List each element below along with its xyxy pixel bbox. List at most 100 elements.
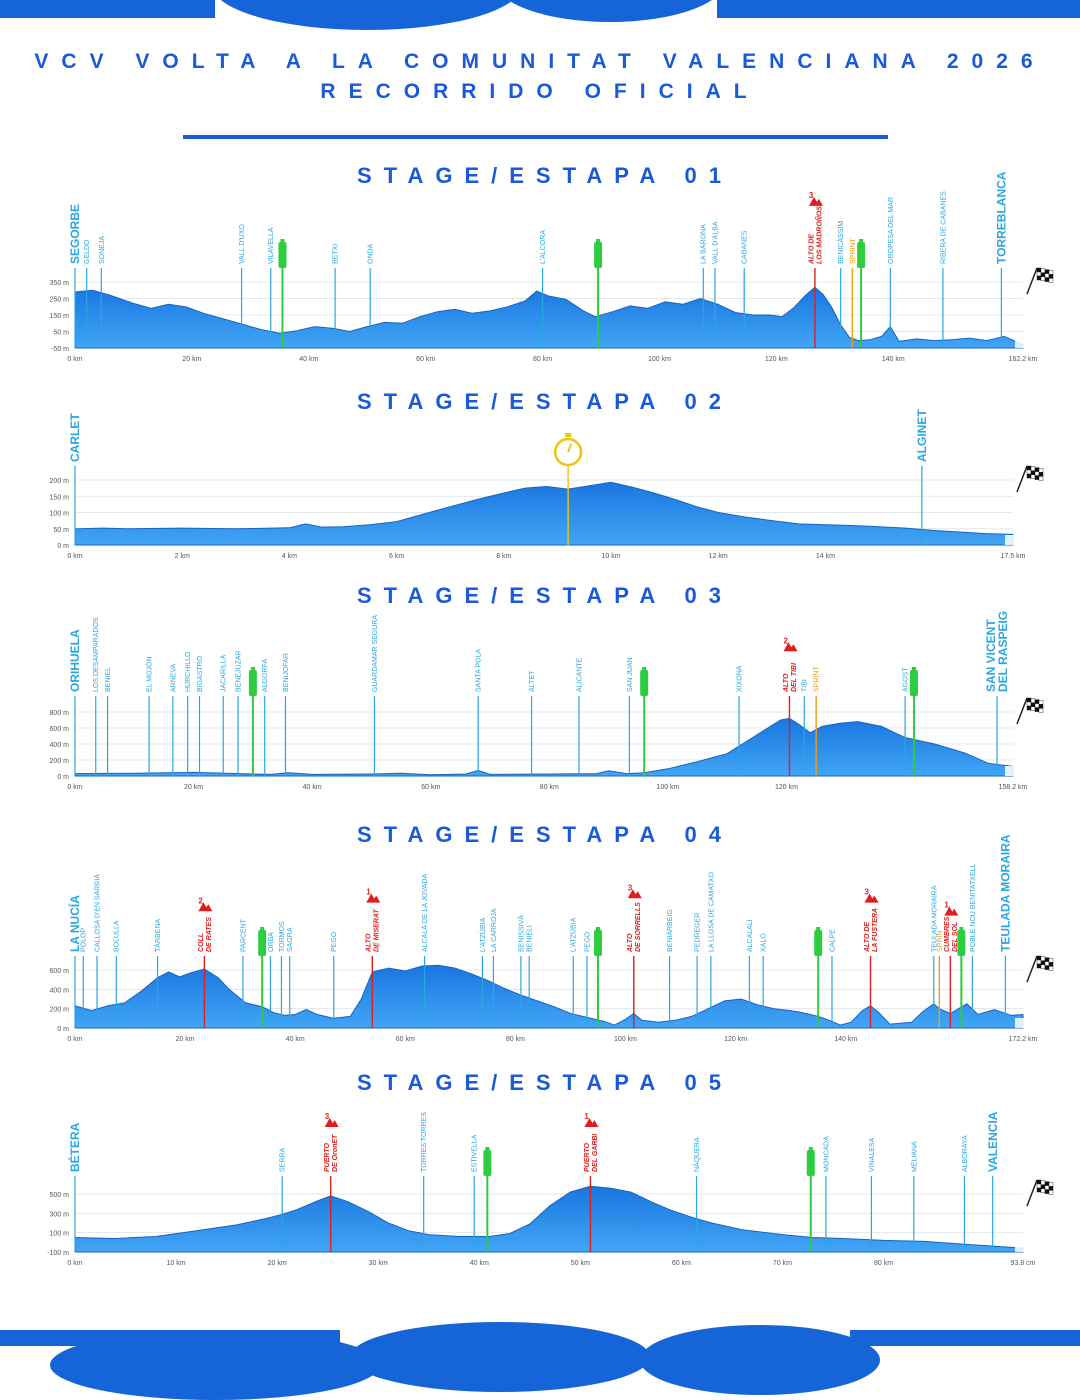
climb-label: DEL TIBI [791, 662, 798, 692]
flag-square [1040, 1184, 1046, 1190]
x-tick-label: 0 km [67, 784, 82, 791]
x-tick-label: 80 km [874, 1260, 893, 1267]
x-tick-label: 50 km [571, 1260, 590, 1267]
mountain-icon [324, 1117, 339, 1127]
flag-square [1044, 961, 1050, 966]
flag-square [1038, 472, 1044, 477]
y-tick-label: 800 m [50, 710, 70, 717]
town-label: BETXI [333, 244, 340, 264]
town-label: BÉTERA [67, 1122, 82, 1172]
town-label: PEDREGER [695, 913, 702, 952]
town-label: JACARILLA [221, 654, 228, 692]
y-tick-label: 200 m [50, 1007, 70, 1014]
flag-square [1034, 703, 1040, 708]
town-label: ONDA [368, 243, 375, 264]
town-label: POBLE NOU BENITATXELL [970, 863, 977, 952]
town-label: LA BARONA [701, 224, 708, 264]
flag-square [1036, 1183, 1042, 1189]
finish-flag-icon-pole [1026, 1179, 1038, 1207]
bottom-wave-mid [350, 1322, 650, 1392]
sprint-bonus-icon-cap [595, 927, 600, 931]
climb-category: 3 [325, 1112, 330, 1121]
town-label: PARCENT [240, 918, 247, 952]
top-wave-left [212, 0, 522, 30]
watermark-box [1015, 1242, 1029, 1252]
x-tick-label: 60 km [672, 1260, 691, 1267]
top-band-left [0, 0, 215, 18]
town-label: CARLET [68, 413, 82, 462]
y-tick-label: 100 m [50, 511, 70, 518]
flag-square [1026, 697, 1032, 703]
stopwatch-icon-button [565, 433, 572, 437]
mountain-icon [808, 196, 823, 206]
town-label: LA CARROJA [491, 908, 498, 952]
climb-label: DEL SOL [952, 922, 959, 952]
stopwatch-icon [553, 437, 583, 467]
x-tick-label: 140 km [882, 356, 905, 363]
x-tick-label: 14 km [816, 553, 835, 560]
sprint-bonus-icon-cap [250, 667, 255, 671]
finish-flag-icon-pole [1026, 267, 1038, 295]
x-tick-label: 40 km [303, 784, 322, 791]
flag-square [1026, 473, 1032, 479]
x-tick-label: 4 km [282, 553, 297, 560]
x-tick-label: 20 km [182, 356, 201, 363]
y-tick-label: -100 m [47, 1250, 69, 1257]
climb-label: DE MISERAT [374, 909, 381, 952]
sprint-bonus-icon [593, 930, 602, 956]
x-tick-label: 0 km [67, 1260, 82, 1267]
climb-category: 3 [809, 191, 814, 200]
sprint-label: SPRINT [850, 238, 857, 264]
y-tick-label: 50 m [53, 527, 69, 534]
sprint-bonus-icon-cap [911, 667, 916, 671]
town-label: ALCALÀ DE LA JOVADA [420, 874, 429, 952]
flag-square [1038, 700, 1044, 705]
y-tick-label: 50 m [53, 330, 69, 337]
town-label: BENISSIVÀ [516, 915, 525, 952]
sprint-bonus-icon-cap [596, 239, 601, 243]
flag-square [1030, 474, 1036, 479]
watermark-box [1015, 1018, 1029, 1028]
y-tick-label: 600 m [50, 968, 70, 975]
flag-square [1030, 470, 1036, 475]
town-label: VALL D'UXO [239, 224, 246, 264]
stage-title-3: STAGE/ESTAPA 03 [356, 583, 733, 608]
flag-square [1048, 1182, 1054, 1187]
flag-square [1048, 958, 1054, 963]
bottom-wave-right [640, 1325, 880, 1395]
flag-square [1048, 962, 1054, 967]
town-label: TÀRBENA [153, 919, 162, 952]
flag-square [1044, 1185, 1050, 1190]
town-label: TORREBLANCA [995, 171, 1009, 264]
elevation-area [74, 481, 1014, 546]
stage-2-profile-chart: 0 m 50 m 100 m 150 m 200 m 0 km 2 km 4 km 6 km 8 … [50, 409, 1044, 560]
mountain-icon [627, 889, 642, 899]
x-tick-label: 0 km [67, 356, 82, 363]
flag-square [1026, 469, 1032, 475]
sprint-label: SPRINT [814, 666, 821, 692]
town-label: TIBI [802, 679, 809, 692]
y-tick-label: 150 m [50, 313, 70, 320]
town-label: OROPESA DEL MAR [888, 197, 895, 264]
sprint-bonus-icon [857, 242, 866, 268]
flag-square [1044, 1189, 1050, 1194]
sprint-bonus-icon [258, 930, 267, 956]
town-label: SONEJA [99, 236, 106, 264]
sprint-bonus-icon [594, 242, 603, 268]
sprint-bonus-icon-cap [280, 239, 285, 243]
mountain-icon [783, 642, 798, 652]
town-label: SAGRA [287, 927, 294, 952]
town-label: ALBORAYA [962, 1135, 969, 1172]
town-label: PEGO [331, 931, 338, 952]
x-tick-label: 60 km [421, 784, 440, 791]
flag-square [1048, 1186, 1054, 1191]
town-label: L'ALCORA [540, 230, 547, 264]
town-label: XALÓ [759, 933, 768, 952]
stopwatch-icon-hand [567, 443, 573, 453]
climb-category: 1 [584, 1112, 589, 1121]
flag-square [1038, 468, 1044, 473]
flag-square [1036, 1187, 1042, 1193]
y-tick-label: 0 m [57, 1026, 69, 1033]
y-tick-label: 200 m [50, 758, 70, 765]
page-subtitle: RECORRIDO OFICIAL [320, 80, 760, 103]
